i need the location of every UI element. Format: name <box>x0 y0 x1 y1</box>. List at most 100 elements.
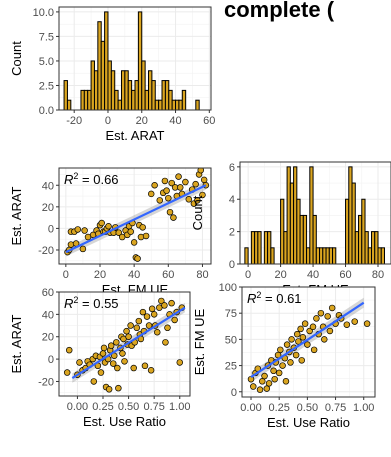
panel-border <box>58 167 212 265</box>
y-tick-label: 60 <box>42 287 54 299</box>
scatter-point <box>265 380 273 387</box>
scatter-point <box>282 378 290 385</box>
histogram-bar <box>63 80 68 110</box>
scatter-point <box>127 228 134 235</box>
scatter-point <box>161 302 168 309</box>
y-tick-label: 75 <box>225 308 237 320</box>
scatter-point <box>313 315 320 322</box>
x-tick-label: 0 <box>105 115 111 127</box>
scatter-point <box>130 364 137 372</box>
panel-hist_arat: -20 0 20 40 60 0.0 2.5 5.0 7.5 10.0 Est. ARAT Count <box>9 6 215 143</box>
scatter-point <box>130 239 138 246</box>
scatter-point <box>115 229 123 236</box>
scatter-point <box>170 214 177 221</box>
scatter-point <box>199 191 206 199</box>
scatter-point <box>109 360 117 367</box>
histogram-bar <box>270 247 275 264</box>
scatter-point <box>182 178 189 186</box>
scatter-point <box>65 346 73 354</box>
histogram-bar <box>134 80 139 110</box>
x-axis-label: Est. ARAT <box>106 128 165 143</box>
y-tick-label: 6 <box>229 162 235 174</box>
scatter-point <box>81 227 88 234</box>
y-axis-label: Est. ARAT <box>9 314 24 373</box>
scatter-point <box>185 196 193 203</box>
histogram-bar <box>380 247 386 264</box>
y-axis-label: Count <box>9 41 24 76</box>
r-squared-annotation: R2 = 0.55 <box>64 295 119 311</box>
scatter-point <box>141 362 149 370</box>
scatter-point <box>142 232 150 240</box>
regression-line <box>71 306 186 380</box>
scatter-point <box>288 336 295 343</box>
scatter-point <box>309 323 317 331</box>
scatter-point <box>271 375 278 383</box>
x-tick-label: 0 <box>63 269 69 281</box>
scatter-point <box>166 208 174 216</box>
scatter-point <box>277 346 284 354</box>
histogram-bar <box>181 89 187 110</box>
r-squared-annotation: R2 = 0.61 <box>247 290 302 306</box>
x-tick-label: -20 <box>66 115 82 127</box>
scatter-point <box>98 219 105 227</box>
r-squared-annotation: R2 = 0.66 <box>64 171 119 187</box>
y-tick-label: 5.0 <box>39 56 54 68</box>
x-tick-label: 40 <box>307 269 319 281</box>
scatter-point <box>168 299 175 307</box>
scatter-point <box>161 177 169 185</box>
x-axis-label: Est. Use Ratio <box>83 414 166 429</box>
histogram-bar <box>168 89 173 110</box>
scatter-point <box>177 184 184 191</box>
scatter-point <box>298 357 305 364</box>
plot-area <box>247 297 371 393</box>
scatter-point <box>306 327 313 335</box>
histogram-bar <box>100 40 106 110</box>
scatter-point <box>113 339 120 346</box>
scatter-point <box>351 318 358 325</box>
scatter-point <box>162 339 169 346</box>
scatter-point <box>154 329 161 336</box>
panel-scatter_use_fm: 0.00 0.25 0.50 0.75 1.00 0 25 50 75 100 Est. Use R… <box>192 282 376 430</box>
scatter-point <box>115 384 122 392</box>
panel-border <box>241 286 376 398</box>
histogram-bar <box>66 99 72 110</box>
scatter-point <box>63 369 71 376</box>
scatter-point <box>121 358 128 365</box>
scatter-point <box>151 182 158 189</box>
scatter-point <box>293 330 301 338</box>
scatter-point <box>143 313 151 320</box>
scatter-point <box>326 327 334 335</box>
scatter-point <box>279 362 286 369</box>
scatter-point <box>261 372 268 380</box>
scatter-point <box>107 342 115 349</box>
scatter-point <box>105 222 112 230</box>
histogram-bar <box>80 89 85 110</box>
scatter-point <box>163 187 170 194</box>
y-axis-label: Est. ARAT <box>9 186 24 245</box>
x-tick-label: 20 <box>274 269 286 281</box>
histogram-bar <box>104 11 109 110</box>
x-tick-label: 80 <box>196 269 208 281</box>
x-tick-label: 20 <box>136 115 148 127</box>
y-tick-label: 10.0 <box>33 7 54 19</box>
scatter-point <box>194 197 201 204</box>
y-axis-label: Est. FM UE <box>192 308 207 375</box>
plot-area <box>244 166 386 264</box>
histogram-bar <box>171 99 177 110</box>
scatter-point <box>287 359 294 366</box>
x-tick-label: 60 <box>339 269 351 281</box>
regression-line <box>65 184 207 254</box>
x-tick-label: 0.50 <box>297 402 318 414</box>
scatter-point <box>270 367 277 375</box>
plot-area <box>63 297 186 393</box>
scatter-point <box>133 324 141 332</box>
scatter-point <box>200 176 208 184</box>
x-tick-label: 0.00 <box>67 401 88 413</box>
x-tick-label: 1.00 <box>169 401 190 413</box>
y-tick-label: 20 <box>42 332 54 344</box>
y-tick-label: 0 <box>48 354 54 366</box>
histogram-bar <box>90 60 95 110</box>
scatter-point <box>168 179 175 187</box>
scatter-point <box>175 173 182 180</box>
